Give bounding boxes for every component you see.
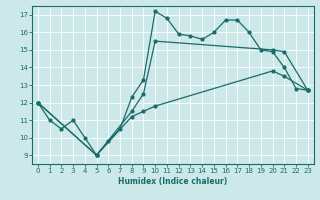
X-axis label: Humidex (Indice chaleur): Humidex (Indice chaleur) <box>118 177 228 186</box>
